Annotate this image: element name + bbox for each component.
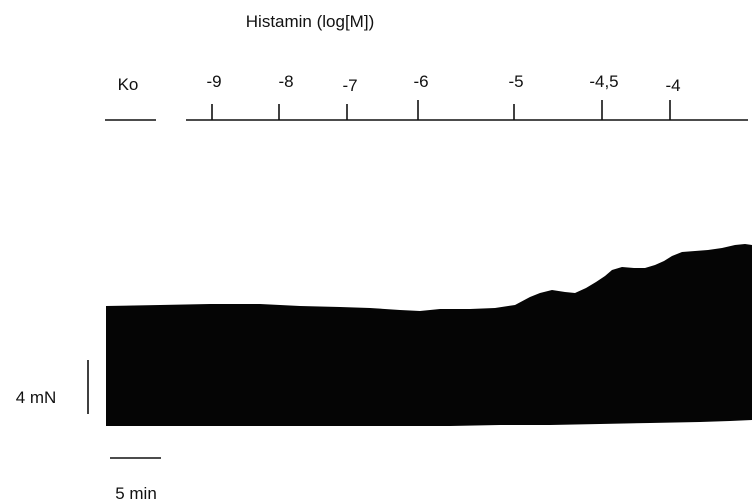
force-scale-label: 4 mN (16, 388, 57, 407)
concentration-label: -6 (413, 72, 428, 91)
figure-title: Histamin (log[M]) (246, 12, 374, 31)
concentration-label: -4,5 (589, 72, 618, 91)
force-trace (106, 244, 752, 426)
concentration-label: -9 (206, 72, 221, 91)
concentration-label: -7 (342, 76, 357, 95)
concentration-label: -8 (278, 72, 293, 91)
concentration-label: -4 (665, 76, 680, 95)
time-scale-label: 5 min (115, 484, 157, 503)
control-label: Ko (118, 75, 139, 94)
concentration-label: -5 (508, 72, 523, 91)
